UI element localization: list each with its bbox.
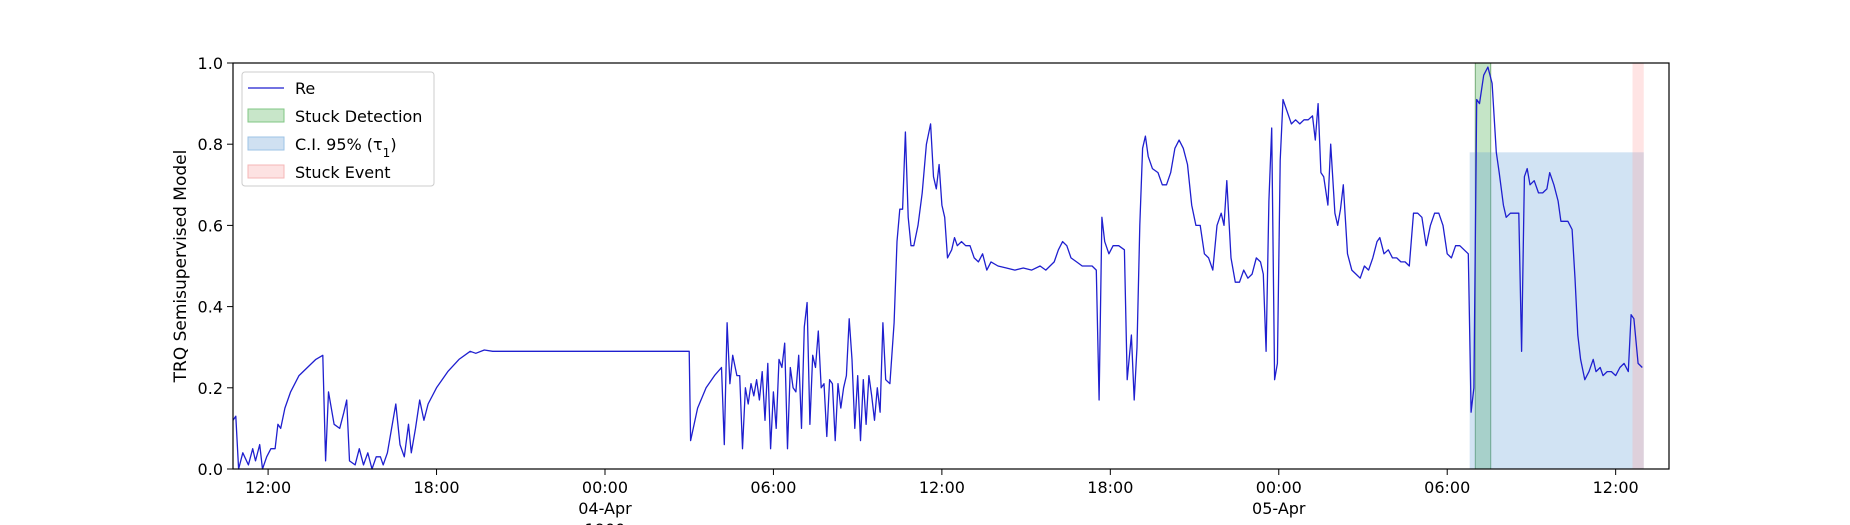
x-tick-label: 12:00 bbox=[1593, 478, 1639, 497]
x-axis: 12:00 18:00 00:00 04-Apr 1900 06:00 12:00 18:00… bbox=[245, 469, 1639, 525]
y-tick-label: 0.8 bbox=[198, 135, 223, 154]
x-tick-date-label: 05-Apr bbox=[1252, 499, 1306, 518]
plot-frame bbox=[232, 62, 1670, 470]
legend-swatch-stuck-detection bbox=[247, 108, 285, 123]
y-tick-label: 0.0 bbox=[198, 460, 223, 479]
band-c-i-95-1 bbox=[1469, 152, 1644, 469]
band-layer bbox=[1469, 62, 1644, 470]
y-tick-label: 1.0 bbox=[198, 54, 223, 73]
legend-swatch-stuck-event bbox=[247, 164, 285, 179]
y-axis-label: TRQ Semisupervised Model bbox=[171, 150, 191, 384]
x-tick-label: 06:00 bbox=[750, 478, 796, 497]
x-tick-label: 06:00 bbox=[1424, 478, 1470, 497]
x-tick-year-label: 1900 bbox=[585, 520, 626, 525]
legend-label-re: Re bbox=[295, 79, 315, 98]
series-layer bbox=[232, 66, 1643, 470]
y-tick-label: 0.6 bbox=[198, 216, 223, 235]
y-axis: 0.0 0.2 0.4 0.6 0.8 1.0 bbox=[198, 54, 233, 479]
series-line-re bbox=[232, 66, 1643, 470]
x-tick-label: 00:00 bbox=[1256, 478, 1302, 497]
band-stuck-event bbox=[1632, 63, 1644, 469]
x-tick-label: 12:00 bbox=[919, 478, 965, 497]
legend-label-stuck-event: Stuck Event bbox=[295, 163, 391, 182]
x-tick-date-label: 04-Apr bbox=[578, 499, 632, 518]
x-tick-label: 18:00 bbox=[1087, 478, 1133, 497]
y-tick-label: 0.2 bbox=[198, 379, 223, 398]
legend-label-stuck-detection: Stuck Detection bbox=[295, 107, 422, 126]
legend-box bbox=[241, 71, 435, 187]
x-tick-label: 12:00 bbox=[245, 478, 291, 497]
y-tick-label: 0.4 bbox=[198, 298, 223, 317]
legend-swatch-c-i-95-1 bbox=[247, 136, 285, 151]
x-tick-label: 18:00 bbox=[413, 478, 459, 497]
x-tick-label: 00:00 bbox=[582, 478, 628, 497]
